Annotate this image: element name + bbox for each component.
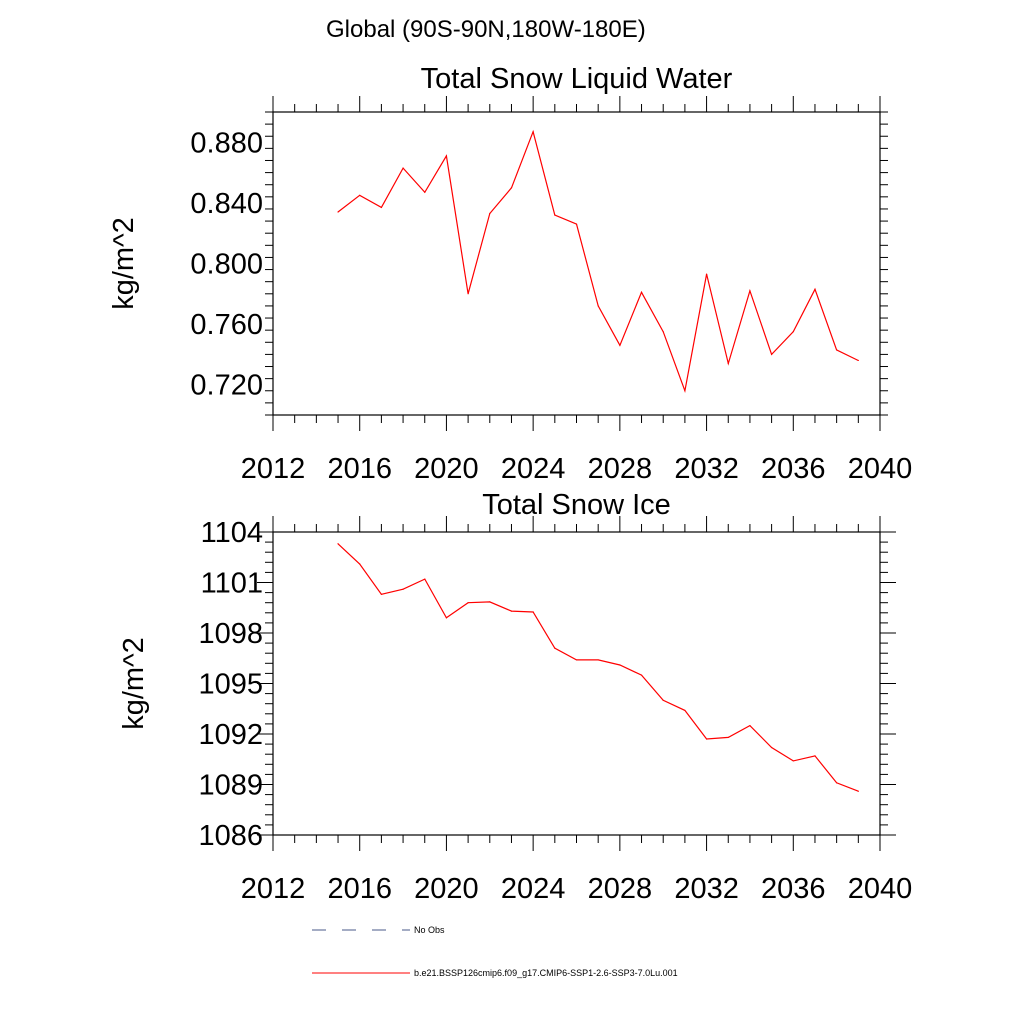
x-tick-label: 2028 (588, 873, 653, 905)
x-tick-label: 2032 (674, 453, 739, 485)
x-tick-label: 2012 (241, 873, 306, 905)
x-tick-label: 2012 (241, 453, 306, 485)
chart-title: Total Snow Ice (482, 489, 671, 521)
x-tick-label: 2032 (674, 873, 739, 905)
data-point (771, 746, 773, 749)
data-point (424, 191, 426, 193)
data-point (857, 790, 859, 792)
data-point (532, 131, 534, 133)
data-point (814, 755, 816, 757)
x-tick-label: 2020 (414, 453, 479, 485)
plot-frame (272, 111, 881, 416)
panel-snow-ice: Total Snow Ice 2012 2016 2020 2024 2028 2032 20… (118, 489, 912, 905)
data-point (662, 699, 664, 701)
data-point (640, 674, 643, 676)
legend-label: b.e21.BSSP126cmip6.f09_g17.CMIP6-SSP1-2.… (414, 968, 678, 978)
panel-snow-liquid-water: Total Snow Liquid Water 2012 2016 2020 2024 2… (108, 63, 912, 485)
data-point (705, 273, 708, 275)
data-point (749, 724, 751, 727)
data-point (510, 610, 513, 612)
x-tick-label: 2020 (414, 873, 479, 905)
x-tick-label: 2024 (501, 873, 566, 905)
y-axis-label: kg/m^2 (108, 217, 140, 310)
x-tick-label: 2036 (761, 873, 826, 905)
data-point (771, 353, 773, 355)
data-point (380, 206, 382, 209)
data-point (575, 223, 578, 225)
y-tick-label: 1092 (198, 719, 263, 751)
data-point (684, 390, 686, 392)
data-point (402, 588, 404, 590)
data-point (380, 593, 382, 595)
y-tick-label: 1095 (198, 669, 263, 701)
figure-title-text: Global (90S-90N,180W-180E) (326, 16, 646, 43)
y-tick-label: 0.800 (190, 249, 263, 281)
legend: No Obs b.e21.BSSP126cmip6.f09_g17.CMIP6-S… (312, 925, 678, 978)
data-point (857, 359, 859, 362)
data-point (445, 617, 448, 619)
data-point (359, 194, 361, 196)
y-tick-label: 1098 (198, 618, 263, 650)
y-tick-label: 0.760 (190, 309, 263, 341)
data-point (662, 331, 664, 333)
data-point (337, 211, 339, 213)
series-line (337, 129, 859, 394)
x-tick-label: 2036 (761, 453, 826, 485)
data-point (684, 709, 686, 712)
x-tick-label: 2028 (588, 453, 653, 485)
y-tick-label: 1089 (198, 770, 263, 802)
data-point (619, 664, 621, 666)
data-point (597, 659, 599, 661)
data-point (619, 344, 621, 346)
data-point (792, 331, 794, 333)
data-point (836, 349, 838, 351)
data-point (424, 578, 426, 580)
data-point (510, 187, 513, 189)
y-tick-label: 0.880 (190, 127, 263, 159)
y-tick-label: 0.840 (190, 188, 263, 220)
plot-frame (272, 531, 881, 836)
data-point (489, 601, 491, 603)
y-tick-label: 0.720 (190, 370, 263, 402)
x-tick-label: 2040 (848, 873, 913, 905)
data-point (554, 647, 556, 649)
x-tick-label: 2040 (848, 453, 913, 485)
legend-label: No Obs (414, 925, 445, 935)
data-point (359, 563, 361, 565)
x-tick-label: 2016 (327, 873, 392, 905)
data-point (836, 782, 838, 784)
x-tick-label: 2024 (501, 453, 566, 485)
y-tick-label: 1101 (201, 568, 263, 600)
y-tick-label: 1104 (201, 517, 263, 549)
data-point (727, 362, 729, 365)
data-point (554, 214, 556, 216)
data-point (792, 760, 794, 762)
y-tick-label: 1086 (198, 820, 263, 852)
data-point (575, 659, 578, 661)
data-point (532, 611, 534, 613)
data-point (445, 155, 448, 157)
data-point (597, 305, 599, 307)
data-point (337, 543, 339, 545)
data-point (640, 291, 643, 293)
data-point (467, 293, 469, 295)
data-point (467, 602, 469, 604)
data-point (402, 167, 404, 169)
y-axis-label: kg/m^2 (118, 637, 150, 730)
data-point (489, 212, 491, 215)
data-point (749, 290, 751, 292)
series-line (337, 543, 859, 792)
chart-title: Total Snow Liquid Water (421, 63, 733, 95)
x-tick-label: 2016 (327, 453, 392, 485)
data-point (814, 288, 816, 290)
data-point (705, 738, 708, 740)
data-point (727, 736, 729, 738)
